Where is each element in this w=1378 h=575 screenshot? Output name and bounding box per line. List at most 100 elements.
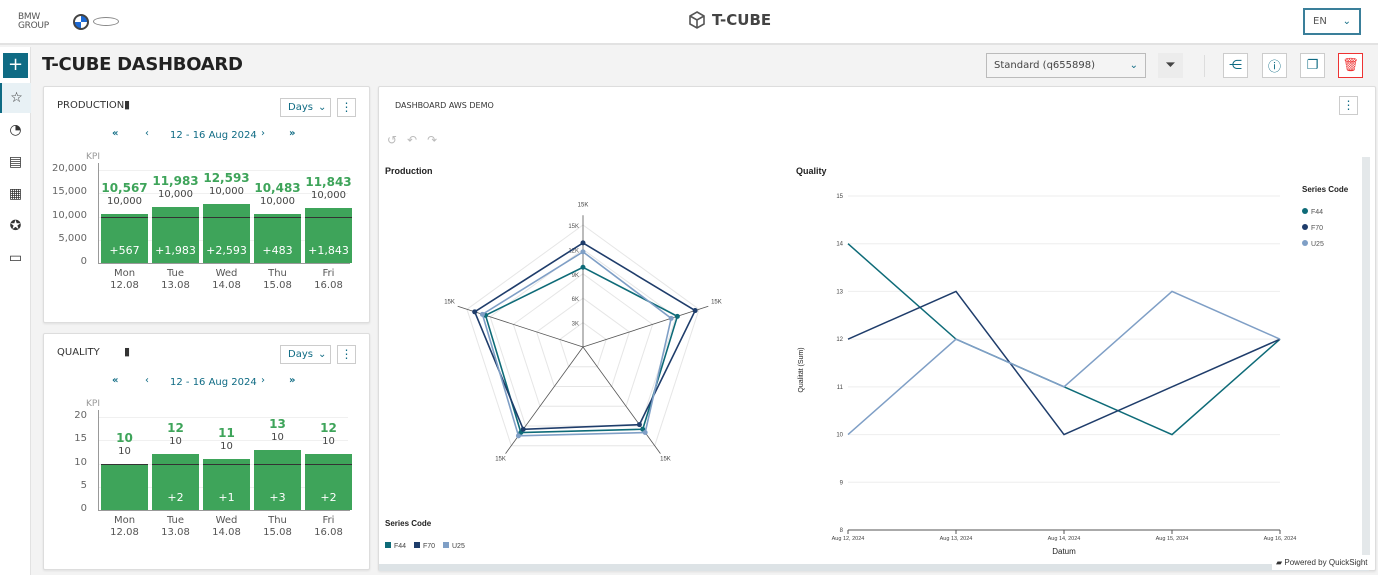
x-axis-title: Datum [1052, 547, 1076, 556]
target-line [152, 216, 199, 218]
filter-button[interactable]: ⏷ [1158, 53, 1183, 78]
dashboard-grid-icon[interactable]: ▦ [8, 186, 23, 202]
quality-title: QUALITY [57, 347, 100, 358]
radar-point[interactable] [515, 433, 521, 439]
delta-label: +2 [320, 491, 337, 504]
gauge-icon[interactable]: ◔ [9, 122, 22, 138]
legend-label[interactable]: U25 [1311, 241, 1324, 248]
language-value: EN [1313, 16, 1327, 27]
radar-series-U25 [481, 250, 673, 437]
legend-label[interactable]: U25 [452, 543, 465, 550]
radar-axis-max-label: 15K [495, 457, 506, 463]
network-icon[interactable]: ✪ [9, 218, 22, 234]
view-select[interactable]: Standard (q655898) ⌄ [986, 53, 1146, 78]
trash-icon: 🗑 [1342, 58, 1359, 73]
legend-label[interactable]: F70 [1311, 225, 1323, 232]
radar-point[interactable] [674, 313, 680, 319]
dashboard-menu-button[interactable]: ⋮ [1339, 96, 1358, 115]
quality-menu-button[interactable]: ⋮ [337, 345, 356, 364]
radar-ring [466, 224, 700, 447]
radar-axis [457, 305, 584, 348]
target-line [254, 216, 301, 218]
y-tick-label: 15 [836, 194, 843, 200]
delta-label: +2,593 [206, 244, 247, 257]
radar-legend-title: Series Code [385, 519, 432, 528]
legend-swatch [414, 542, 420, 548]
info-button[interactable]: ⓘ [1262, 53, 1287, 78]
line-series-U25 [847, 290, 1281, 436]
app-title: T-CUBE [712, 11, 772, 29]
date-label: 12.08 [110, 527, 139, 538]
first-page-icon[interactable]: « [112, 375, 119, 386]
production-period-select[interactable]: Days ⌄ [280, 98, 331, 117]
target-label: 10 [322, 436, 335, 448]
favorites-star-icon[interactable]: ☆ [0, 83, 31, 113]
day-label: Mon [113, 268, 136, 279]
delete-button[interactable]: 🗑 [1338, 53, 1363, 78]
period-value: Days [288, 349, 313, 360]
report-icon[interactable]: ▤ [8, 154, 23, 170]
radar-axis-max-label: 15K [578, 203, 589, 209]
target-label: 10,000 [158, 189, 193, 201]
radar-ring [559, 321, 607, 368]
horizontal-scrollbar[interactable] [379, 564, 1369, 571]
production-radar-chart: Production 15K 15K 15K 15K 15K 3K 6K 9K 12K 15K Ser… [385, 166, 722, 550]
x-tick-label: Aug 15, 2024 [1156, 536, 1189, 542]
quality-period-select[interactable]: Days ⌄ [280, 345, 331, 364]
first-page-icon[interactable]: « [112, 128, 119, 139]
gridline [98, 417, 348, 418]
bar-chart-icon: ▮ [124, 345, 131, 358]
next-page-icon[interactable]: › [261, 128, 265, 139]
target-label: 10,000 [260, 196, 295, 208]
target-label: 10 [118, 445, 131, 457]
divider [1204, 55, 1205, 77]
sidebar: + ☆ ◔ ▤ ▦ ✪ ▭ [0, 47, 31, 575]
line-legend-title: Series Code [1302, 185, 1349, 194]
scrollbar[interactable] [1362, 157, 1370, 562]
target-line [254, 463, 301, 465]
line-title: Quality [796, 166, 827, 176]
radar-point[interactable] [692, 308, 698, 314]
last-page-icon[interactable]: » [289, 128, 296, 139]
radar-ring [512, 273, 654, 407]
target-label: 10 [271, 431, 284, 443]
radar-point[interactable] [668, 315, 674, 321]
production-date-range: 12 - 16 Aug 2024 [170, 130, 257, 141]
radar-ring-label: 3K [572, 322, 579, 328]
legend-label[interactable]: F44 [394, 543, 406, 550]
radar-axis-max-label: 15K [444, 300, 455, 306]
legend-label[interactable]: F44 [1311, 209, 1323, 216]
radar-point[interactable] [479, 311, 485, 317]
last-page-icon[interactable]: » [289, 375, 296, 386]
line-series-F70 [847, 290, 1281, 436]
y-tick-label: 15,000 [52, 186, 87, 198]
radar-point[interactable] [642, 430, 648, 436]
production-menu-button[interactable]: ⋮ [337, 98, 356, 117]
kpi-bar [254, 214, 301, 263]
value-label: 10,567 [101, 180, 148, 195]
radar-point[interactable] [580, 264, 586, 270]
prev-page-icon[interactable]: ‹ [145, 375, 149, 386]
app-brand: T-CUBE [688, 11, 771, 29]
x-tick-label: Aug 14, 2024 [1048, 536, 1081, 542]
radar-point[interactable] [580, 249, 586, 255]
copy-button[interactable]: ❐ [1300, 53, 1325, 78]
language-select[interactable]: EN ⌄ [1303, 8, 1361, 35]
legend-dot [1302, 224, 1308, 230]
radar-point[interactable] [520, 426, 526, 432]
radar-point[interactable] [580, 240, 586, 246]
radar-point[interactable] [636, 422, 642, 428]
kpi-bar [203, 204, 250, 263]
legend-label[interactable]: F70 [423, 543, 435, 550]
radar-ring-label: 6K [572, 297, 579, 303]
book-icon[interactable]: ▭ [8, 250, 23, 266]
add-button[interactable]: + [3, 53, 28, 78]
y-tick-label: 10,000 [52, 209, 87, 221]
next-page-icon[interactable]: › [261, 375, 265, 386]
production-card: PRODUCTION ▮ Days ⌄ ⋮ « ‹ 12 - 16 Aug 2024 › » KPI… [43, 86, 370, 323]
undo-redo-controls[interactable]: ↺↶↷ [387, 133, 448, 147]
share-button[interactable]: ⋲ [1223, 53, 1248, 78]
prev-page-icon[interactable]: ‹ [145, 128, 149, 139]
radar-point[interactable] [472, 309, 478, 315]
day-label: Fri [322, 268, 335, 279]
